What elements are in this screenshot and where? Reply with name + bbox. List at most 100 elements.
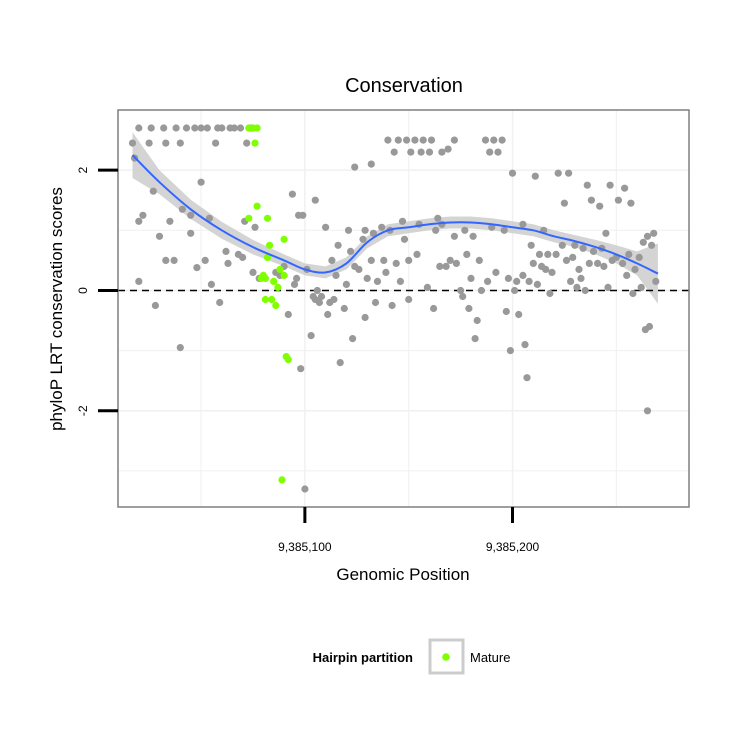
- data-point-other: [340, 304, 348, 313]
- x-tick-label: 9,385,200: [486, 540, 540, 554]
- data-point-other: [334, 241, 342, 249]
- data-point-other: [218, 124, 226, 132]
- data-point-other: [562, 256, 571, 264]
- data-point-mature: [263, 214, 272, 222]
- data-point-other: [504, 274, 512, 282]
- data-point-other: [355, 265, 363, 273]
- data-point-other: [322, 223, 330, 231]
- data-point-other: [380, 256, 388, 264]
- data-point-other: [297, 365, 305, 373]
- data-point-other: [569, 253, 577, 261]
- data-point-other: [166, 217, 174, 225]
- data-point-other: [427, 136, 436, 144]
- data-point-other: [403, 136, 411, 144]
- data-point-other: [519, 271, 527, 279]
- data-point-other: [361, 226, 369, 234]
- data-point-other: [151, 301, 159, 310]
- data-point-other: [187, 211, 195, 219]
- data-point-other: [579, 244, 587, 252]
- data-point-other: [614, 196, 623, 204]
- data-point-other: [373, 277, 382, 285]
- data-point-other: [643, 407, 652, 415]
- data-point-other: [432, 226, 440, 234]
- data-point-other: [417, 148, 425, 156]
- data-point-other: [490, 136, 498, 144]
- data-point-other: [469, 232, 477, 240]
- data-point-other: [519, 220, 527, 228]
- data-point-mature: [245, 214, 253, 222]
- data-point-other: [293, 274, 301, 282]
- data-point-other: [589, 247, 598, 255]
- data-point-other: [548, 268, 556, 276]
- data-point-other: [645, 322, 654, 331]
- data-point-other: [627, 199, 635, 207]
- data-point-other: [631, 265, 639, 273]
- data-point-other: [515, 310, 523, 319]
- data-point-other: [596, 202, 604, 210]
- data-point-other: [600, 262, 608, 270]
- data-point-other: [513, 277, 521, 285]
- data-point-other: [388, 301, 396, 310]
- data-point-other: [484, 277, 492, 285]
- data-point-other: [384, 136, 392, 144]
- data-point-other: [425, 148, 434, 156]
- data-point-other: [494, 148, 502, 156]
- data-point-other: [473, 316, 481, 325]
- data-point-other: [147, 124, 155, 132]
- data-point-other: [434, 214, 442, 222]
- data-point-other: [172, 124, 180, 132]
- data-point-other: [371, 298, 380, 307]
- data-point-other: [182, 124, 191, 132]
- data-point-other: [369, 229, 377, 237]
- data-point-other: [301, 485, 309, 493]
- data-point-other: [390, 148, 398, 156]
- plot-border: [117, 109, 690, 508]
- data-point-other: [170, 256, 178, 264]
- data-point-other: [573, 283, 581, 291]
- data-point-other: [506, 347, 514, 355]
- data-point-other: [650, 229, 658, 237]
- data-point-other: [212, 139, 220, 147]
- data-point-other: [311, 196, 319, 204]
- data-point-other: [585, 259, 593, 267]
- data-point-mature: [266, 241, 274, 249]
- data-point-other: [317, 292, 326, 301]
- data-point-other: [222, 247, 230, 255]
- data-point-other: [637, 283, 645, 291]
- data-point-other: [581, 286, 589, 295]
- data-point-other: [606, 181, 614, 189]
- data-point-other: [602, 229, 610, 237]
- data-point-other: [203, 124, 211, 132]
- plot-background: [118, 110, 689, 507]
- data-point-mature: [263, 253, 272, 261]
- data-point-mature: [284, 356, 292, 364]
- data-point-other: [481, 136, 490, 144]
- data-point-other: [508, 169, 517, 177]
- y-tick-label: -2: [76, 405, 90, 416]
- data-point-other: [465, 304, 473, 313]
- data-point-mature: [270, 277, 278, 285]
- data-point-other: [554, 169, 562, 177]
- data-point-other: [162, 139, 170, 147]
- x-axis-title: Genomic Position: [336, 565, 469, 584]
- data-point-other: [623, 271, 631, 279]
- points-mature: [245, 124, 292, 484]
- data-point-other: [500, 226, 508, 234]
- data-point-other: [467, 274, 475, 282]
- smooth-curve: [131, 154, 659, 275]
- data-point-other: [313, 286, 321, 295]
- chart-title: Conservation: [345, 75, 463, 97]
- data-point-other: [457, 286, 465, 295]
- data-point-mature: [261, 274, 269, 282]
- data-point-other: [155, 232, 164, 240]
- x-tick-label: 9,385,100: [278, 540, 332, 554]
- y-axis: -2 0 2: [76, 167, 118, 416]
- data-point-mature: [261, 295, 269, 304]
- data-point-other: [587, 196, 596, 204]
- data-point-other: [236, 124, 245, 132]
- legend: Hairpin partition Mature: [313, 638, 510, 675]
- data-point-other: [629, 289, 637, 298]
- data-point-other: [535, 250, 544, 258]
- data-point-other: [359, 235, 367, 243]
